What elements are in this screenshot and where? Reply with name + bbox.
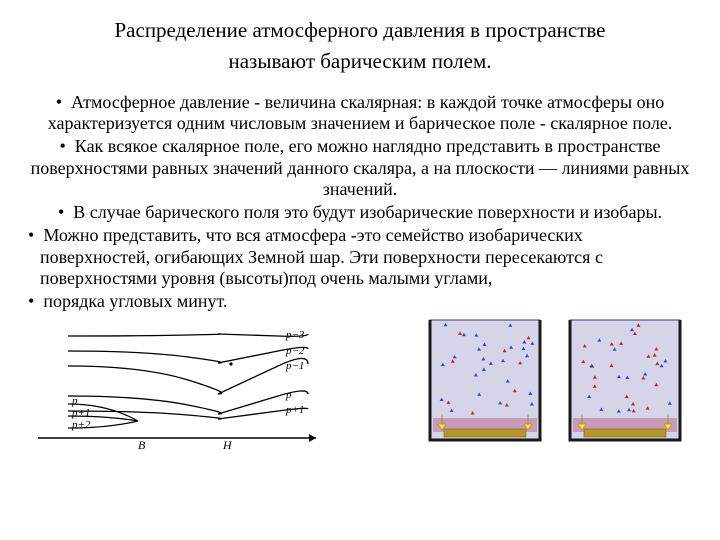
list-item: порядка угловых минут. [28,291,692,312]
svg-text:p: p [285,389,292,401]
list-item: Можно представить, что вся атмосфера -эт… [28,225,692,289]
svg-text:p+2: p+2 [71,419,91,431]
svg-text:p−3: p−3 [285,329,305,341]
list-item: Как всякое скалярное поле, его можно наг… [28,136,692,200]
figure-row: p−3p−2p−1pp+1pp+1p+2ВН [28,316,692,451]
svg-text:p+1: p+1 [71,407,90,419]
page-subtitle: называют барическим полем. [28,49,692,74]
isobar-diagram: p−3p−2p−1pp+1pp+1p+2ВН [28,326,328,451]
vessels-diagram [422,316,692,451]
svg-text:В: В [138,438,146,451]
svg-text:p−1: p−1 [285,360,304,372]
list-item: В случае барического поля это будут изоб… [28,202,692,223]
list-item: Атмосферное давление - величина скалярна… [28,92,692,134]
page-title: Распределение атмосферного давления в пр… [28,18,692,43]
svg-text:p+1: p+1 [285,404,304,416]
svg-text:p: p [71,395,78,407]
svg-text:p−2: p−2 [285,345,305,357]
svg-text:Н: Н [222,438,233,451]
bullet-list: Атмосферное давление - величина скалярна… [28,92,692,312]
